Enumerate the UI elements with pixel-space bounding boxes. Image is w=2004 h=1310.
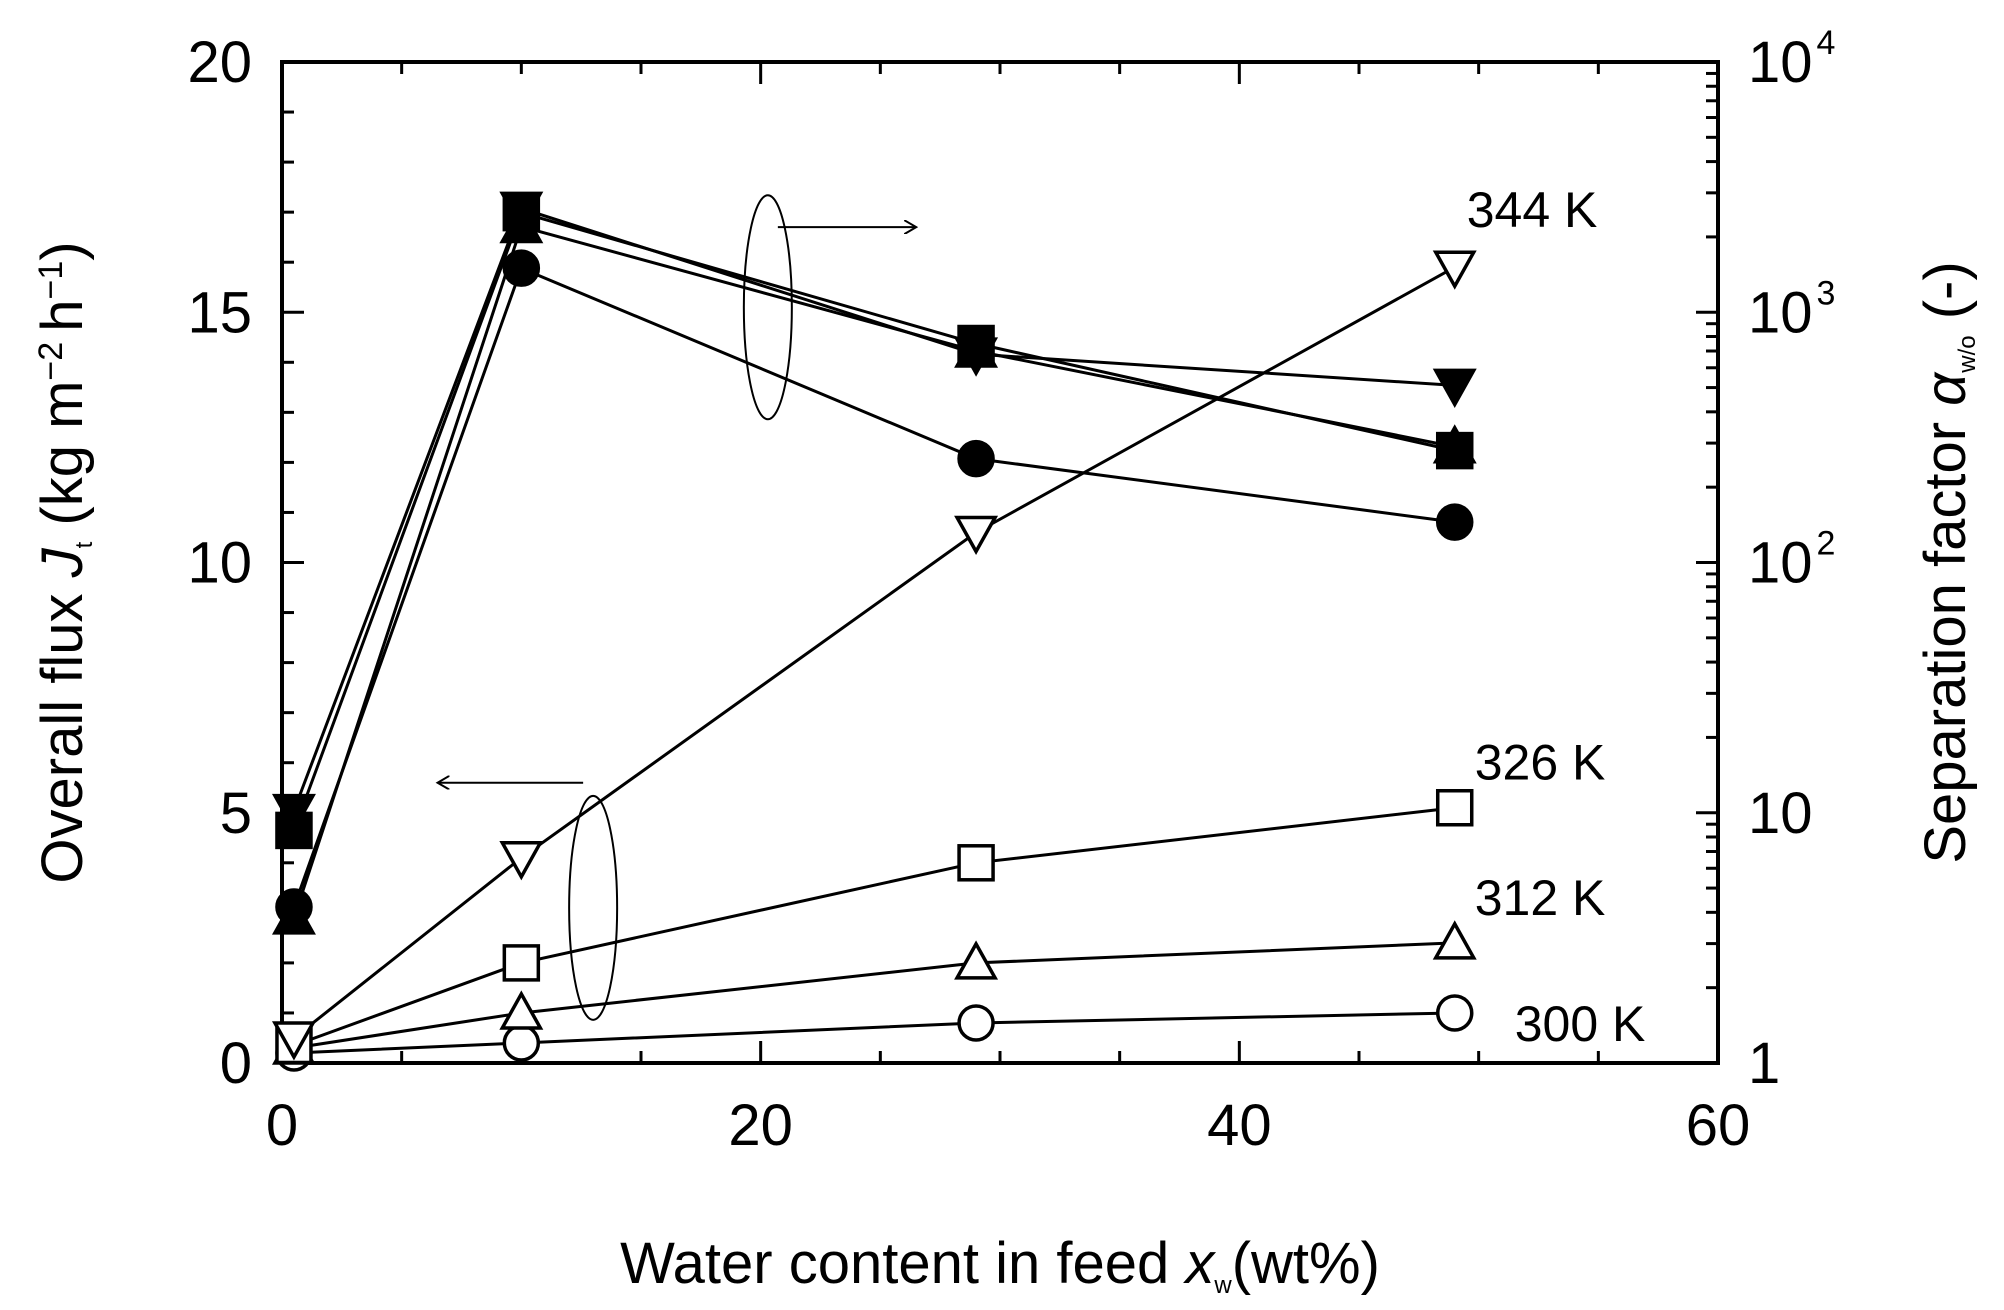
series-left-312-K — [271, 920, 1477, 1065]
marker-circle — [957, 1004, 995, 1042]
right-y-tick-base: 10 — [1748, 781, 1813, 846]
x-tick-labels: 0 20 40 60 — [266, 1093, 1750, 1158]
right-y-tick-label: 10 — [1748, 781, 1813, 846]
series-right-312-K — [271, 203, 1477, 935]
right-y-axis-title: Separation factor αw/o (-) — [1913, 261, 1981, 863]
series-line — [292, 224, 1456, 919]
left-y-axis-title-var: J — [30, 547, 95, 578]
right-y-tick-label: 10 2 — [1748, 525, 1835, 596]
series-line — [293, 806, 1455, 1047]
series-left-300-K — [275, 994, 1474, 1072]
marker-triangle-down — [271, 793, 316, 834]
marker-square — [1435, 431, 1474, 470]
left-y-axis-title-unit-c: ) — [30, 241, 95, 260]
left-y-tick-labels: 0 5 10 15 20 — [187, 30, 252, 1096]
annotation-layer — [438, 194, 917, 1021]
marker-triangle-down — [1432, 250, 1477, 290]
left-y-tick-label: 20 — [187, 30, 252, 95]
x-axis-title-unit: (wt%) — [1232, 1231, 1380, 1296]
series-right-300-K — [275, 249, 1474, 926]
right-y-tick-base: 10 — [1748, 531, 1813, 596]
temperature-label: 344 K — [1467, 182, 1598, 238]
marker-square — [957, 844, 995, 882]
marker-triangle-down — [499, 191, 544, 231]
left-y-tick-label: 15 — [187, 280, 252, 345]
marker-circle — [957, 439, 995, 478]
marker-triangle-up — [954, 940, 999, 980]
x-axis-title: Water content in feed xw(wt%) — [620, 1231, 1380, 1299]
left-y-axis-title-sub: t — [71, 541, 98, 548]
right-y-axis-title-var: α — [1913, 371, 1978, 406]
marker-circle — [502, 1024, 541, 1062]
series-line — [292, 206, 1455, 812]
left-y-axis-title-exp1: −2 — [32, 342, 70, 381]
temperature-label: 300 K — [1515, 996, 1646, 1052]
right-y-axis-title-sub: w/o — [1954, 335, 1981, 373]
marker-square — [1435, 788, 1474, 827]
temperature-labels: 344 K 326 K 312 K 300 K — [1467, 182, 1646, 1052]
right-y-tick-base: 10 — [1748, 30, 1813, 95]
marker-triangle-down — [271, 1021, 316, 1061]
right-y-tick-label: 10 3 — [1748, 274, 1835, 345]
marker-triangle-down — [499, 841, 544, 881]
marker-circle — [502, 249, 541, 287]
series-layer — [271, 191, 1477, 1072]
right-y-tick-base: 10 — [1748, 280, 1813, 345]
marker-circle — [1435, 994, 1474, 1032]
series-line — [292, 266, 1455, 908]
x-axis-title-sub: w — [1213, 1272, 1232, 1299]
temperature-label: 326 K — [1475, 735, 1606, 791]
annotation-ellipse-left — [568, 794, 619, 1021]
left-y-axis-title-unit-b: h — [30, 300, 95, 332]
x-tick-label: 20 — [728, 1093, 793, 1158]
x-tick-label: 60 — [1686, 1093, 1751, 1158]
marker-triangle-down — [1432, 368, 1477, 409]
right-y-tick-label: 10 4 — [1748, 24, 1835, 95]
x-axis-title-main: Water content in feed — [620, 1231, 1185, 1296]
left-y-axis-title-unit-a: (kg m — [30, 381, 95, 542]
marker-triangle-up — [1432, 920, 1477, 960]
left-y-tick-label: 10 — [187, 531, 252, 596]
marker-square — [502, 944, 541, 982]
series-line — [293, 1011, 1455, 1055]
series-line — [293, 941, 1455, 1050]
left-y-axis-title-exp2: −1 — [32, 261, 70, 300]
right-y-axis-title-main: Separation factor — [1913, 406, 1978, 864]
annotation-ellipse-right — [742, 194, 793, 421]
marker-triangle-up — [271, 895, 316, 935]
right-y-axis-title-unit: (-) — [1913, 261, 1978, 335]
temperature-label: 312 K — [1475, 870, 1606, 926]
marker-triangle-up — [499, 990, 544, 1030]
right-y-tick-base: 1 — [1748, 1031, 1780, 1096]
x-axis-title-var: x — [1182, 1231, 1216, 1296]
left-y-tick-label: 0 — [220, 1031, 252, 1096]
right-y-tick-exp: 4 — [1817, 24, 1836, 62]
series-right-326-K — [275, 193, 1474, 850]
series-left-344-K — [271, 250, 1477, 1061]
right-y-tick-exp: 3 — [1817, 274, 1836, 312]
left-y-tick-label: 5 — [220, 781, 252, 846]
axis-ticks — [280, 60, 1720, 1065]
series-line — [293, 265, 1456, 1040]
marker-triangle-down — [954, 337, 999, 377]
right-y-tick-exp: 2 — [1817, 525, 1836, 563]
left-y-axis-title-main: Overall flux — [30, 577, 95, 883]
left-y-axis-title: Overall flux Jt (kg m−2 h−1) — [30, 241, 98, 883]
right-y-tick-label: 1 — [1748, 1031, 1780, 1096]
marker-triangle-down — [954, 515, 999, 556]
x-tick-label: 40 — [1207, 1093, 1272, 1158]
series-left-326-K — [275, 788, 1474, 1065]
marker-circle — [1435, 503, 1474, 541]
series-line — [292, 210, 1456, 831]
series-right-344-K — [271, 191, 1477, 834]
x-tick-label: 0 — [266, 1093, 298, 1158]
